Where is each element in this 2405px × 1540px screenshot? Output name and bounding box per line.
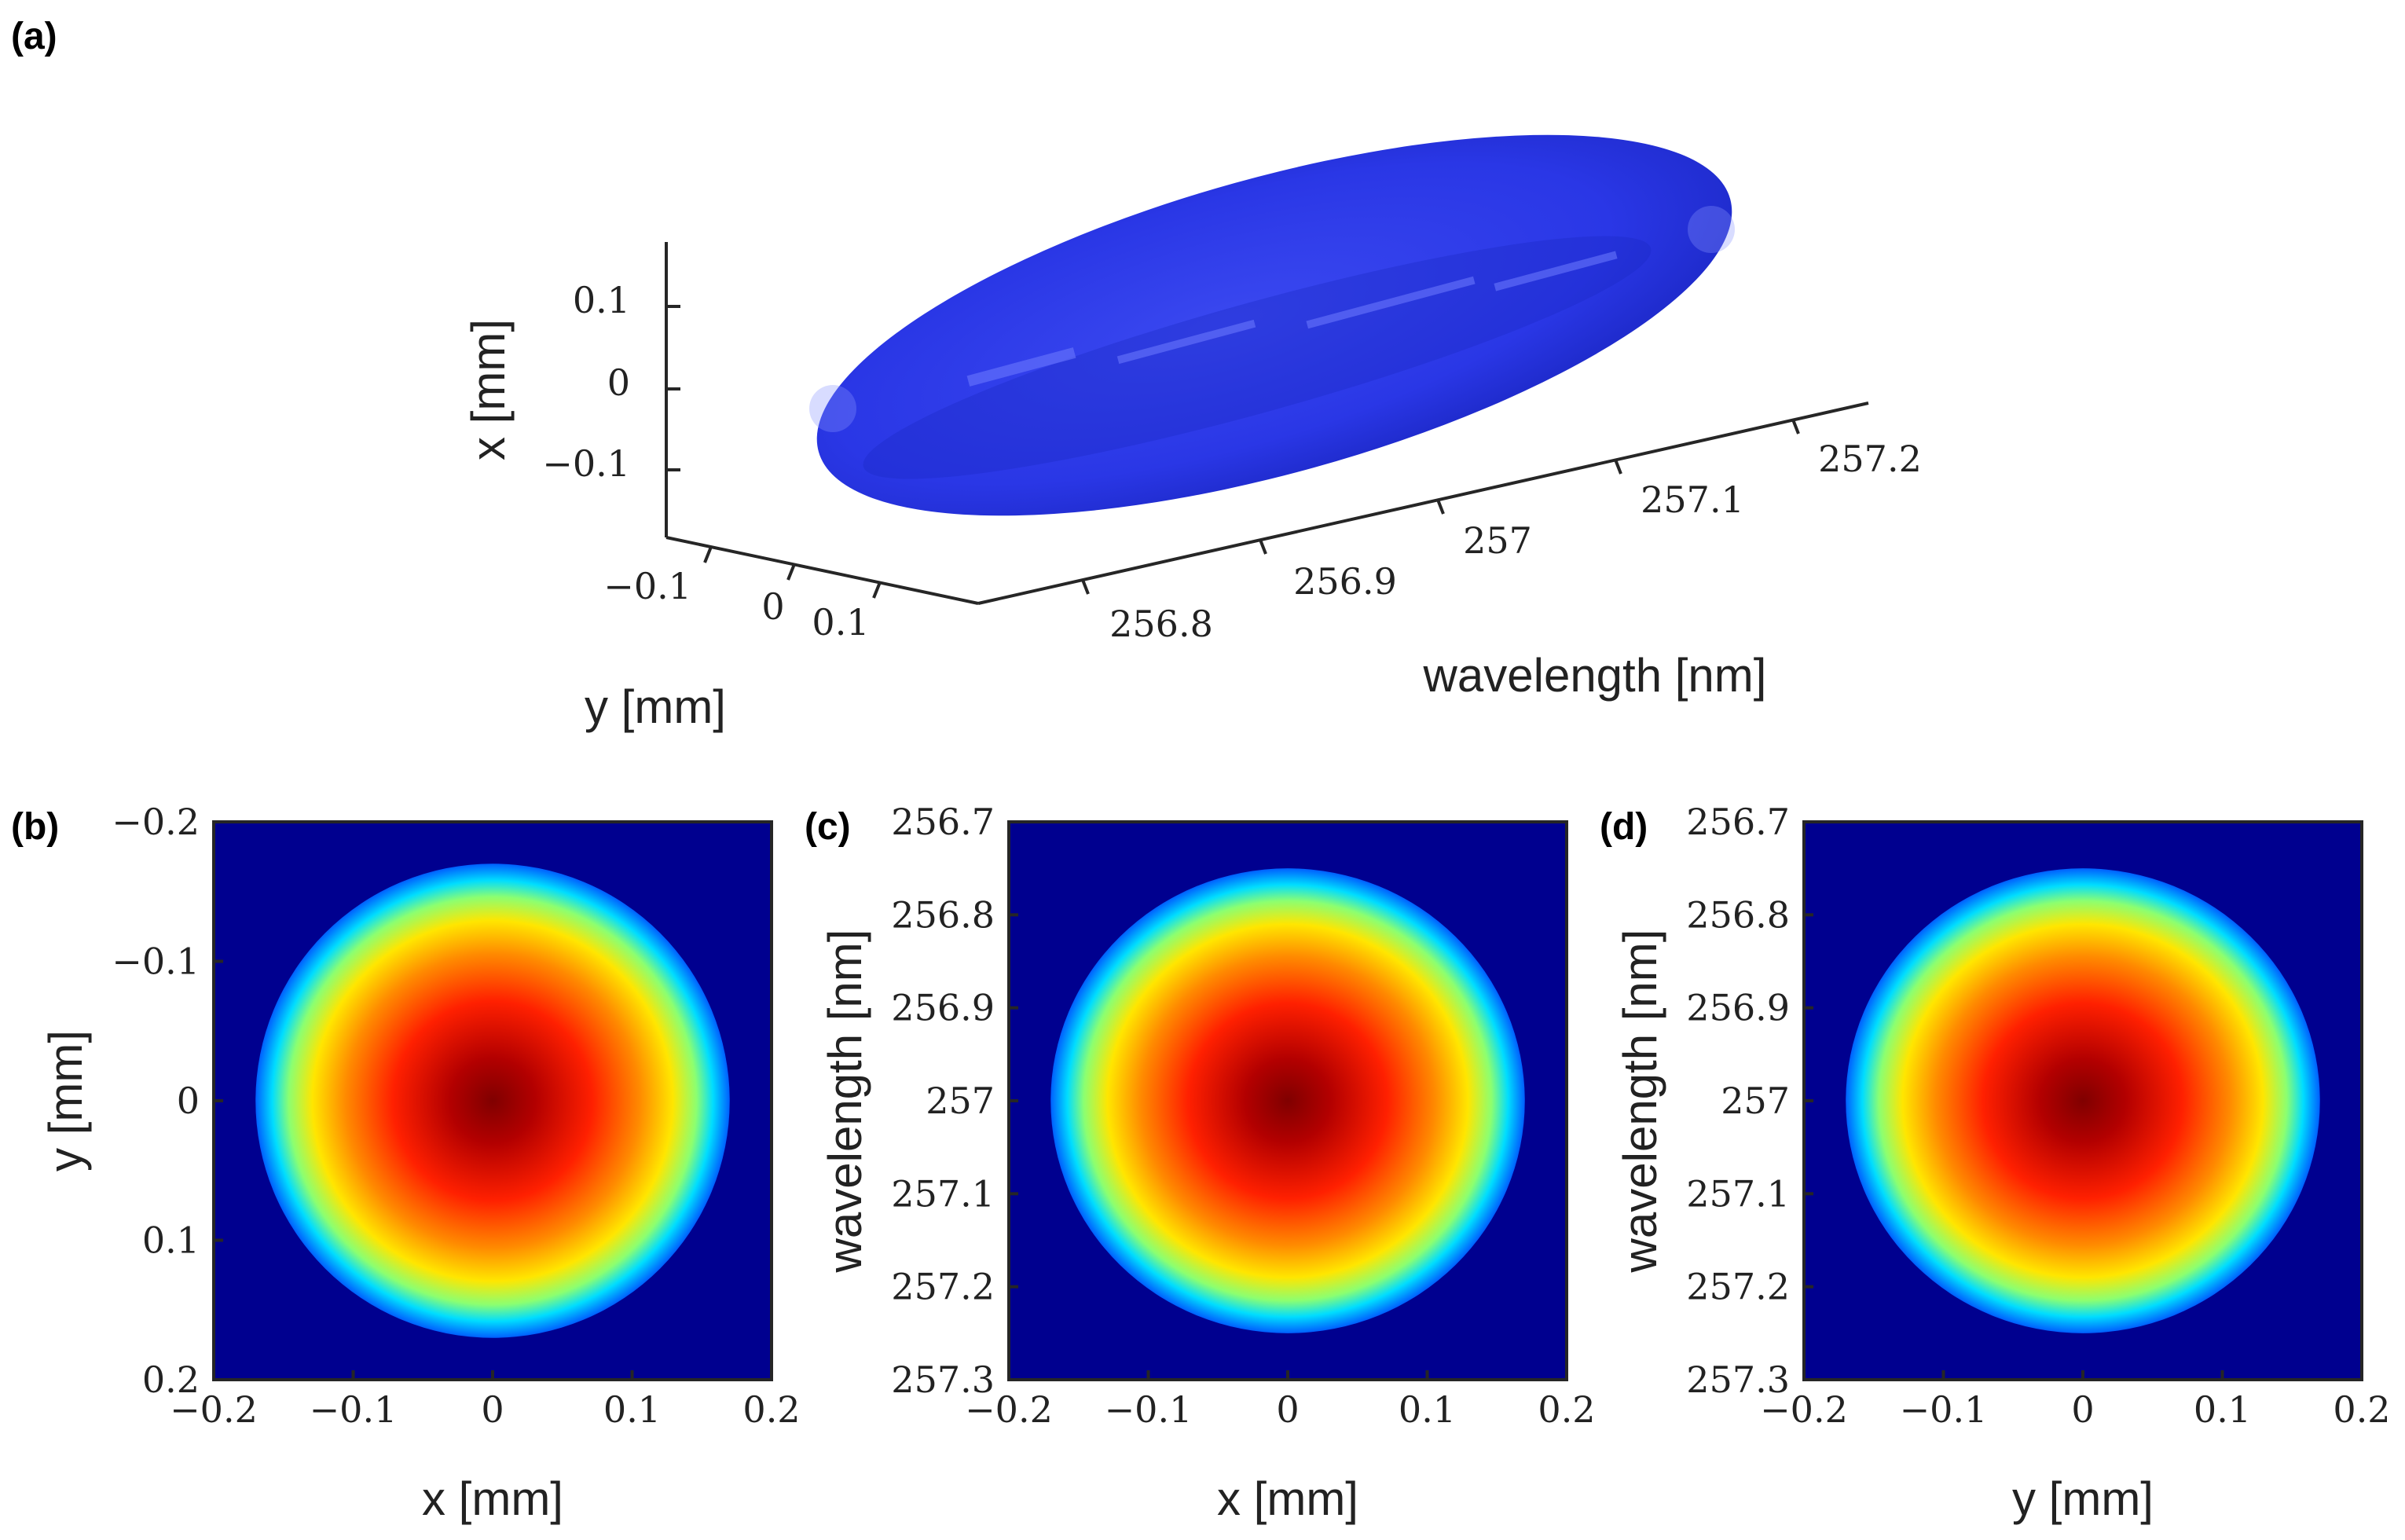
d-y-tick-label: 256.8 [1686,893,1790,936]
a-y-axis-line [665,536,979,605]
a-ellipsoid-surface [816,134,1732,516]
a-zlabel: x [mm] [462,319,515,460]
c-y-ticks: 256.7 256.8 256.9 257 257.1 257.2 257.3 [891,801,1018,1401]
d-x-tick-label: 0.2 [2333,1388,2390,1431]
panel-label-a: (a) [11,16,57,57]
b-xlabel: x [mm] [422,1472,563,1525]
d-x-ticks: −0.2 −0.1 0 0.1 0.2 [1760,1370,2391,1431]
a-xmm-tick-1: 0 [607,361,630,404]
b-y-tick-label: 0.1 [142,1219,200,1262]
panel-a-3d: 0.1 0 −0.1 x [mm] −0.1 0 0.1 y [mm] 256.… [462,134,1922,733]
panel-label-b: (b) [11,806,59,848]
a-surface-texture [809,206,1735,432]
b-x-tick-label: 0 [481,1388,504,1431]
b-intensity-disk [255,864,730,1338]
a-wl-tick-1: 256.9 [1293,560,1397,603]
a-wl-tick-0: 256.8 [1109,603,1213,645]
a-wl-tick-3: 257.1 [1641,478,1744,521]
b-y-tick-label: 0 [177,1080,200,1122]
d-intensity-disk [1846,868,2320,1333]
a-ylabel: y [mm] [585,680,726,733]
b-ylabel: y [mm] [39,1030,92,1172]
panel-c-heatmap: −0.2 −0.1 0 0.1 0.2 256.7256.8256.9257257.12… [819,801,1596,1525]
c-y-tick-label: 257.3 [891,1358,995,1401]
d-y-tick-label: 257.2 [1686,1266,1790,1308]
d-ylabel: wavelength [nm] [1614,930,1666,1274]
d-y-tick-label: 257.3 [1686,1358,1790,1401]
c-y-tick-label: 257.2 [891,1266,995,1308]
a-y-tick-2: 0.1 [812,601,869,644]
panel-label-d: (d) [1600,806,1648,848]
c-y-tick-label: 256.9 [891,987,995,1029]
d-x-tick-label: 0.1 [2194,1388,2251,1431]
b-y-tick-label: −0.2 [112,801,200,843]
panel-b-heatmap: −0.2 −0.1 0 0.1 0.2 −0.2 −0.1 0 0.1 0.2 x [mm] y… [39,801,801,1525]
c-x-tick-label: −0.2 [965,1388,1053,1431]
d-y-tick-label: 257.1 [1686,1172,1790,1215]
c-y-tick-label: 256.8 [891,893,995,936]
c-y-tick-label: 256.7 [891,801,995,843]
d-y-tick-label: 257 [1721,1080,1790,1122]
b-x-ticks: −0.2 −0.1 0 0.1 0.2 [170,1370,801,1431]
a-xlabel: wavelength [nm] [1423,649,1767,702]
b-x-tick-label: 0.2 [742,1388,800,1431]
c-intensity-disk [1050,868,1525,1333]
b-x-tick-label: −0.2 [170,1388,258,1431]
a-y-tick-1: 0 [761,585,784,628]
panel-d-heatmap: −0.2 −0.1 0 0.1 0.2 256.7256.8256.9257257.12… [1614,801,2391,1525]
a-ellipsoid-shading [863,236,1652,479]
d-y-ticks: 256.7 256.8 256.9 257 257.1 257.2 257.3 [1686,801,1813,1401]
c-x-ticks: −0.2 −0.1 0 0.1 0.2 [965,1370,1596,1431]
a-wavelength-axis-line [977,402,1869,605]
b-x-tick-label: −0.1 [310,1388,398,1431]
c-y-tick-label: 257 [926,1080,995,1122]
c-xlabel: x [mm] [1217,1472,1358,1525]
d-xlabel: y [mm] [2012,1472,2154,1525]
d-y-tick-label: 256.7 [1686,801,1790,843]
d-x-tick-label: −0.1 [1900,1388,1988,1431]
a-wl-tick-2: 257 [1463,519,1532,562]
a-y-tick-0: −0.1 [603,565,691,607]
c-x-tick-label: −0.1 [1105,1388,1193,1431]
b-y-ticks: −0.2 −0.1 0 0.1 0.2 [112,801,223,1401]
d-y-tick-label: 256.9 [1686,987,1790,1029]
b-x-tick-label: 0.1 [603,1388,661,1431]
c-ylabel: wavelength [nm] [819,930,871,1274]
c-x-tick-label: 0.1 [1399,1388,1456,1431]
b-y-tick-label: −0.1 [112,940,200,983]
a-wl-tick-4: 257.2 [1818,438,1922,480]
a-xmm-tick-0: 0.1 [573,279,630,321]
d-x-tick-label: −0.2 [1760,1388,1848,1431]
c-x-tick-label: 0 [1276,1388,1299,1431]
b-y-tick-label: 0.2 [142,1358,200,1401]
d-x-tick-label: 0 [2071,1388,2094,1431]
c-y-tick-label: 257.1 [891,1172,995,1215]
a-xmm-tick-2: −0.1 [542,442,630,485]
c-x-tick-label: 0.2 [1538,1388,1595,1431]
panel-label-c: (c) [805,806,851,848]
